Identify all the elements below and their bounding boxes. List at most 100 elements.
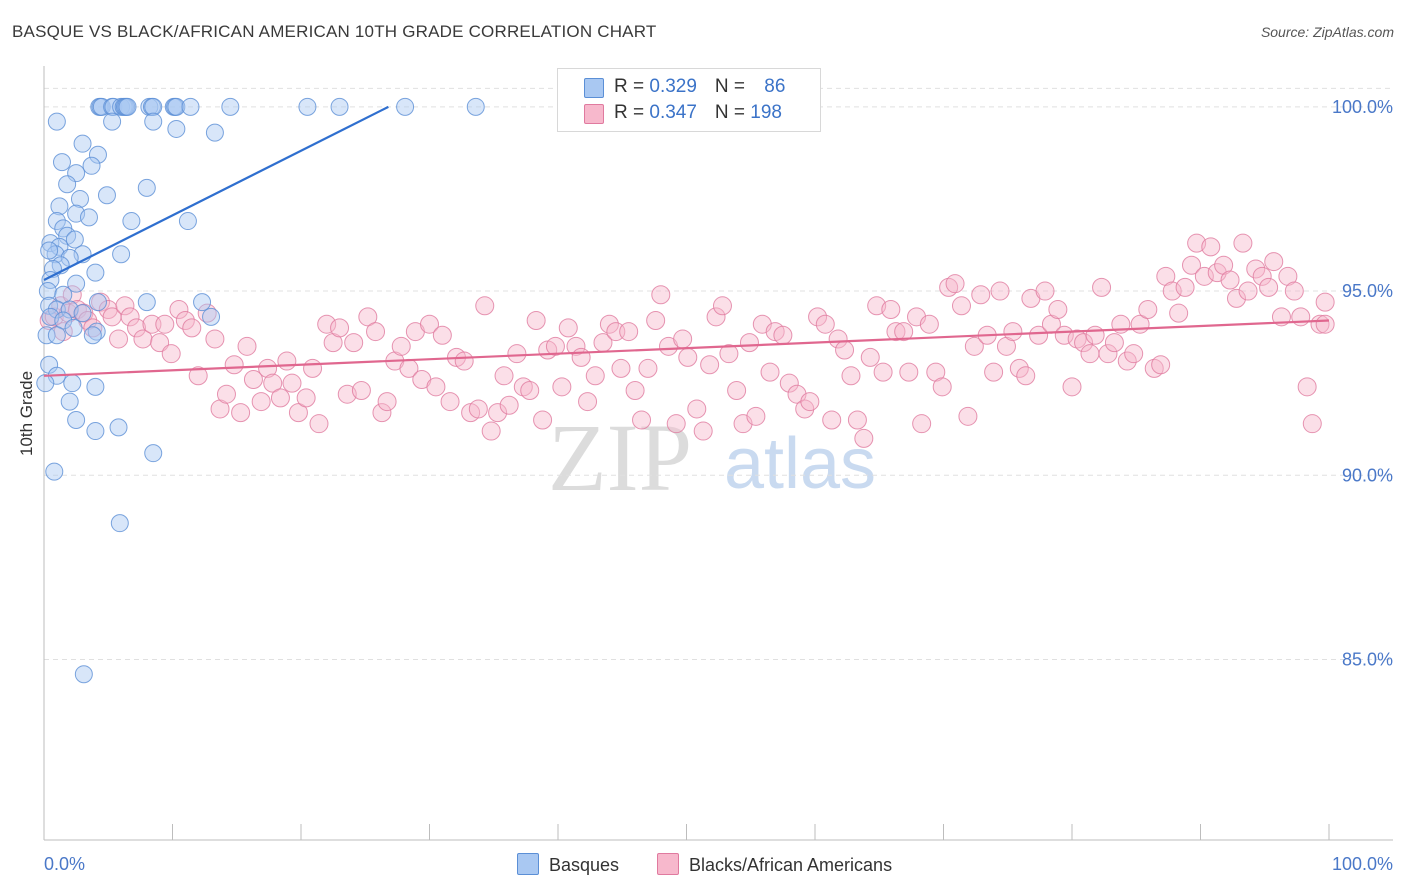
point-blacks bbox=[1062, 377, 1082, 397]
point-blacks bbox=[270, 388, 290, 408]
point-basques bbox=[118, 97, 137, 116]
point-basques bbox=[205, 123, 224, 142]
legend-n-label: N = bbox=[714, 102, 751, 123]
point-blacks bbox=[899, 362, 919, 382]
bottom-legend-basques: Basques bbox=[517, 853, 619, 875]
point-blacks bbox=[150, 333, 170, 353]
point-blacks bbox=[224, 355, 244, 375]
point-blacks bbox=[303, 358, 323, 378]
point-basques bbox=[60, 392, 79, 411]
point-basques bbox=[38, 282, 57, 301]
point-blacks bbox=[746, 406, 766, 426]
point-basques bbox=[83, 326, 102, 345]
legend-n-value: 86 bbox=[764, 76, 786, 97]
point-blacks bbox=[1226, 288, 1246, 308]
point-blacks bbox=[687, 399, 707, 419]
point-blacks bbox=[1067, 329, 1087, 349]
point-blacks bbox=[127, 318, 147, 338]
point-blacks bbox=[719, 344, 739, 364]
point-blacks bbox=[706, 307, 726, 327]
point-blacks bbox=[1098, 344, 1118, 364]
point-blacks bbox=[205, 329, 225, 349]
point-blacks bbox=[1124, 344, 1144, 364]
bottom-legend-blacks: Blacks/African Americans bbox=[657, 853, 892, 875]
point-blacks bbox=[155, 314, 175, 334]
point-blacks bbox=[372, 403, 392, 423]
legend-r-label: R = bbox=[614, 76, 650, 97]
point-blacks bbox=[932, 377, 952, 397]
point-blacks bbox=[366, 322, 386, 342]
point-blacks bbox=[666, 414, 686, 434]
point-blacks bbox=[1302, 414, 1322, 434]
point-basques bbox=[73, 304, 92, 323]
point-blacks bbox=[426, 377, 446, 397]
y-tick-label: 95.0% bbox=[1342, 281, 1393, 301]
point-blacks bbox=[815, 314, 835, 334]
point-blacks bbox=[625, 381, 645, 401]
point-blacks bbox=[109, 329, 129, 349]
point-blacks bbox=[1085, 325, 1105, 345]
point-basques bbox=[144, 444, 163, 463]
point-blacks bbox=[919, 314, 939, 334]
point-blacks bbox=[1074, 333, 1094, 353]
point-basques bbox=[86, 263, 105, 282]
point-blacks bbox=[808, 307, 828, 327]
point-blacks bbox=[945, 274, 965, 294]
point-basques bbox=[82, 156, 101, 175]
point-blacks bbox=[1238, 281, 1258, 301]
point-basques bbox=[65, 230, 84, 249]
point-basques bbox=[47, 112, 66, 131]
point-blacks bbox=[1187, 233, 1207, 253]
point-basques bbox=[73, 134, 92, 153]
point-blacks bbox=[337, 384, 357, 404]
point-blacks bbox=[800, 392, 820, 412]
point-basques bbox=[63, 374, 82, 393]
point-basques bbox=[103, 112, 122, 131]
point-basques bbox=[144, 112, 163, 131]
point-basques bbox=[40, 241, 59, 260]
point-basques bbox=[193, 293, 212, 312]
point-blacks bbox=[169, 299, 189, 319]
point-blacks bbox=[585, 366, 605, 386]
point-blacks bbox=[1252, 266, 1272, 286]
point-blacks bbox=[1220, 270, 1240, 290]
point-blacks bbox=[984, 362, 1004, 382]
point-basques bbox=[88, 145, 107, 164]
point-blacks bbox=[552, 377, 572, 397]
point-blacks bbox=[1048, 299, 1068, 319]
point-blacks bbox=[475, 296, 495, 316]
point-basques bbox=[178, 212, 197, 231]
bottom-legend-label-basques: Basques bbox=[549, 855, 620, 875]
point-blacks bbox=[646, 311, 666, 331]
point-basques bbox=[221, 97, 240, 116]
bottom-legend-swatch-blacks bbox=[657, 853, 679, 875]
point-blacks bbox=[507, 344, 527, 364]
point-basques bbox=[88, 293, 107, 312]
point-blacks bbox=[161, 344, 181, 364]
point-basques bbox=[67, 411, 86, 429]
point-blacks bbox=[454, 351, 474, 371]
point-blacks bbox=[599, 314, 619, 334]
point-blacks bbox=[619, 322, 639, 342]
legend-swatch-basques bbox=[584, 78, 604, 98]
point-blacks bbox=[693, 421, 713, 441]
bottom-legend-swatch-basques bbox=[517, 853, 539, 875]
point-blacks bbox=[351, 381, 371, 401]
point-blacks bbox=[822, 410, 842, 430]
point-basques bbox=[137, 293, 156, 312]
point-blacks bbox=[1009, 358, 1029, 378]
point-blacks bbox=[440, 392, 460, 412]
point-blacks bbox=[432, 325, 452, 345]
point-basques bbox=[122, 212, 141, 231]
point-basques bbox=[52, 153, 71, 172]
point-basques bbox=[97, 186, 116, 205]
point-blacks bbox=[263, 373, 283, 393]
point-blacks bbox=[288, 403, 308, 423]
point-blacks bbox=[873, 362, 893, 382]
point-blacks bbox=[971, 285, 991, 305]
point-blacks bbox=[231, 403, 251, 423]
point-basques bbox=[41, 234, 60, 253]
point-blacks bbox=[1104, 333, 1124, 353]
point-blacks bbox=[1162, 281, 1182, 301]
point-blacks bbox=[520, 381, 540, 401]
